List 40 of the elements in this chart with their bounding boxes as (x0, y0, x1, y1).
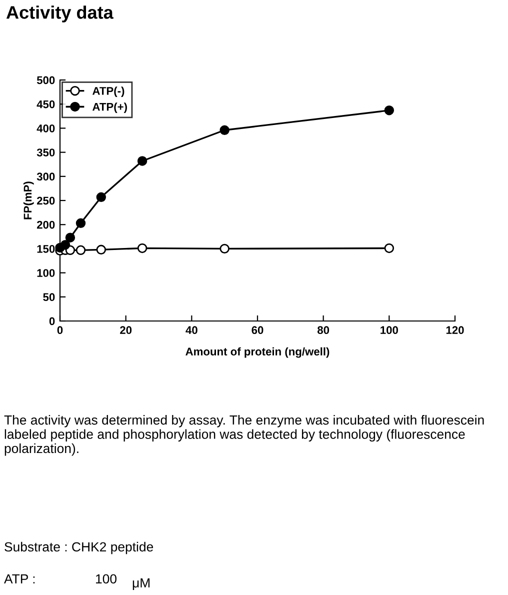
x-tick-label: 60 (252, 326, 264, 334)
text: Substrate : CHK2 peptide (4, 542, 154, 554)
text: μM (132, 578, 150, 590)
point (65, 232, 76, 242)
x-tick-label: 20 (120, 326, 132, 334)
y-tick-label: 300 (36, 172, 55, 181)
point (384, 106, 394, 116)
x-tick-label: 80 (318, 326, 330, 334)
text: ATP : (4, 574, 35, 584)
legend-label: ATP(+) (92, 102, 127, 113)
y-tick-label: 50 (43, 293, 55, 302)
y-axis-title: FP(mP) (23, 182, 34, 220)
text: 100 (96, 574, 116, 584)
point (137, 243, 148, 254)
text: The activity was determined by assay. The enzyme was incubated with fluorescein labeled peptide and phosphorylation was detected by technology (fluorescence polarization). (4, 415, 484, 456)
x-tick-label: 120 (446, 326, 464, 334)
y-tick-label: 350 (36, 148, 55, 156)
point (96, 192, 106, 202)
x-tick-label: 0 (57, 326, 63, 334)
y-tick-label: 450 (36, 100, 55, 108)
point (76, 218, 86, 228)
y-tick-label: 200 (36, 220, 55, 229)
point (220, 125, 230, 135)
point (384, 243, 394, 254)
y-tick-label: 100 (37, 269, 55, 277)
point (76, 245, 86, 256)
point (60, 240, 70, 250)
y-tick-label: 0 (49, 317, 55, 326)
point (137, 156, 148, 166)
y-tick-label: 500 (36, 76, 55, 84)
chart-title: Activity data (6, 6, 114, 22)
x-tick-label: 100 (380, 326, 398, 334)
x-tick-label: 40 (186, 326, 198, 334)
point (220, 244, 230, 254)
point (96, 244, 106, 255)
y-tick-label: 150 (37, 244, 55, 253)
x-axis-title: Amount of protein (ng/well) (186, 347, 330, 358)
y-tick-label: 400 (36, 124, 55, 132)
legend-label: ATP(-) (92, 86, 124, 98)
y-tick-label: 250 (36, 196, 55, 205)
